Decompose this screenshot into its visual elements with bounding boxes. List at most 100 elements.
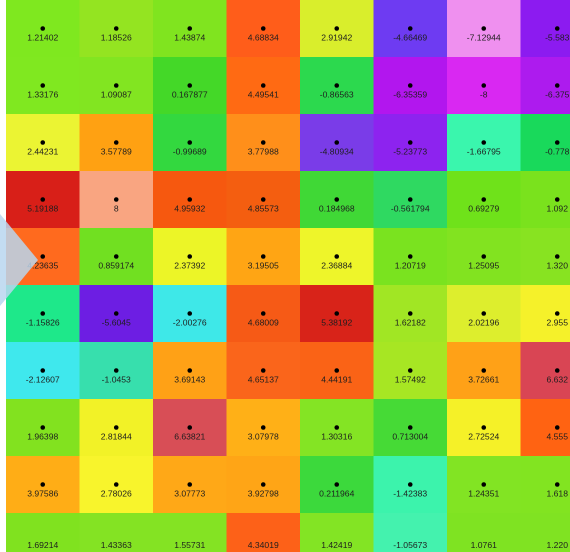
cell-value-label: -4.66469 bbox=[393, 33, 427, 43]
cell-value-label: 4.65137 bbox=[248, 375, 279, 385]
cell-value-label: -8 bbox=[480, 90, 488, 100]
cell-marker-dot bbox=[481, 425, 487, 430]
cell-value-label: -6.35359 bbox=[393, 90, 427, 100]
cell-marker-dot bbox=[40, 368, 46, 373]
cell-marker-dot bbox=[187, 83, 193, 88]
cell-value-label: 1.18526 bbox=[101, 33, 132, 43]
cell-value-label: -0.561794 bbox=[391, 204, 430, 214]
cell-marker-dot bbox=[334, 197, 340, 202]
cell-value-label: -7.12944 bbox=[467, 33, 501, 43]
cell-marker-dot bbox=[40, 482, 46, 487]
cell-marker-dot bbox=[481, 26, 487, 31]
cell-value-label: -1.0453 bbox=[102, 375, 131, 385]
heatmap-cell bbox=[520, 0, 570, 58]
cell-marker-dot bbox=[481, 197, 487, 202]
cell-marker-dot bbox=[260, 26, 266, 31]
heatmap-cell bbox=[520, 399, 570, 457]
cell-marker-dot bbox=[481, 311, 487, 316]
cell-value-label: 4.95932 bbox=[174, 204, 205, 214]
heatmap-cell bbox=[79, 513, 154, 552]
cell-value-label: 1.43874 bbox=[174, 33, 205, 43]
cell-value-label: 0.713004 bbox=[392, 432, 428, 442]
cell-marker-dot bbox=[187, 311, 193, 316]
cell-value-label: 1.092 bbox=[546, 204, 568, 214]
cell-value-label: 5.38192 bbox=[321, 318, 352, 328]
cell-marker-dot bbox=[334, 425, 340, 430]
cell-marker-dot bbox=[40, 425, 46, 430]
heatmap-cell bbox=[520, 342, 570, 400]
cell-marker-dot bbox=[260, 83, 266, 88]
cell-marker-dot bbox=[554, 311, 560, 316]
cell-marker-dot bbox=[260, 140, 266, 145]
cell-marker-dot bbox=[407, 254, 413, 259]
cell-marker-dot bbox=[260, 368, 266, 373]
cell-value-label: -5.583 bbox=[545, 33, 570, 43]
cell-value-label: 3.92798 bbox=[248, 489, 279, 499]
cell-marker-dot bbox=[187, 140, 193, 145]
cell-marker-dot bbox=[260, 254, 266, 259]
cell-marker-dot bbox=[334, 311, 340, 316]
heatmap-cell bbox=[520, 285, 570, 343]
cell-value-label: 1.30316 bbox=[321, 432, 352, 442]
cell-marker-dot bbox=[481, 254, 487, 259]
cell-marker-dot bbox=[187, 482, 193, 487]
cell-value-label: 1.57492 bbox=[395, 375, 426, 385]
cell-value-label: 2.72524 bbox=[468, 432, 499, 442]
cell-marker-dot bbox=[407, 197, 413, 202]
cell-value-label: -1.15826 bbox=[26, 318, 60, 328]
cell-value-label: 4.23635 bbox=[27, 261, 58, 271]
cell-marker-dot bbox=[260, 425, 266, 430]
cell-marker-dot bbox=[187, 254, 193, 259]
cell-value-label: 4.85573 bbox=[248, 204, 279, 214]
cell-value-label: 1.320 bbox=[546, 261, 568, 271]
cell-value-label: 0.184968 bbox=[319, 204, 355, 214]
cell-value-label: 1.55731 bbox=[174, 540, 205, 550]
cell-marker-dot bbox=[554, 482, 560, 487]
cell-value-label: 1.25095 bbox=[468, 261, 499, 271]
cell-value-label: 1.43363 bbox=[101, 540, 132, 550]
cell-value-label: 6.632 bbox=[546, 375, 568, 385]
cell-value-label: 4.555 bbox=[546, 432, 568, 442]
cell-value-label: 1.0761 bbox=[471, 540, 498, 550]
cell-value-label: 3.97586 bbox=[27, 489, 58, 499]
heatmap-cell bbox=[520, 513, 570, 552]
cell-value-label: -1.05673 bbox=[393, 540, 427, 550]
cell-marker-dot bbox=[334, 26, 340, 31]
heatmap-cell bbox=[520, 57, 570, 115]
cell-value-label: -0.86563 bbox=[320, 90, 354, 100]
cell-value-label: 3.07978 bbox=[248, 432, 279, 442]
cell-value-label: 8 bbox=[114, 204, 119, 214]
cell-marker-dot bbox=[40, 311, 46, 316]
cell-marker-dot bbox=[334, 482, 340, 487]
cell-marker-dot bbox=[407, 26, 413, 31]
cell-marker-dot bbox=[40, 26, 46, 31]
cell-value-label: 0.69279 bbox=[468, 204, 499, 214]
cell-value-label: -5.6045 bbox=[102, 318, 131, 328]
cell-value-label: 1.20719 bbox=[395, 261, 426, 271]
heatmap-cells bbox=[6, 0, 570, 552]
cell-marker-dot bbox=[334, 83, 340, 88]
cell-value-label: -4.80934 bbox=[320, 147, 354, 157]
cell-marker-dot bbox=[113, 197, 119, 202]
cell-value-label: 3.72661 bbox=[468, 375, 499, 385]
cell-marker-dot bbox=[113, 482, 119, 487]
cell-marker-dot bbox=[407, 425, 413, 430]
cell-value-label: 2.44231 bbox=[27, 147, 58, 157]
cell-marker-dot bbox=[260, 311, 266, 316]
cell-marker-dot bbox=[554, 140, 560, 145]
cell-marker-dot bbox=[187, 368, 193, 373]
cell-value-label: 3.77988 bbox=[248, 147, 279, 157]
heatmap-cell bbox=[447, 513, 521, 552]
cell-marker-dot bbox=[260, 197, 266, 202]
cell-marker-dot bbox=[554, 83, 560, 88]
cell-marker-dot bbox=[187, 425, 193, 430]
cell-value-label: 2.91942 bbox=[321, 33, 352, 43]
cell-marker-dot bbox=[334, 368, 340, 373]
cell-marker-dot bbox=[40, 197, 46, 202]
cell-marker-dot bbox=[40, 140, 46, 145]
cell-value-label: -1.42383 bbox=[393, 489, 427, 499]
cell-value-label: 3.19505 bbox=[248, 261, 279, 271]
cell-marker-dot bbox=[40, 254, 46, 259]
cell-value-label: -2.12607 bbox=[26, 375, 60, 385]
